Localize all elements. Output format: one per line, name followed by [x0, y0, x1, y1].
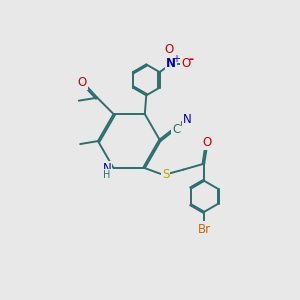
- Text: C: C: [172, 123, 180, 136]
- Text: O: O: [164, 43, 173, 56]
- Text: +: +: [172, 54, 180, 64]
- Text: N: N: [166, 57, 176, 70]
- Text: N: N: [183, 113, 191, 127]
- Text: S: S: [162, 168, 169, 181]
- Text: -: -: [189, 53, 194, 66]
- Text: O: O: [202, 136, 212, 149]
- Text: N: N: [103, 162, 111, 175]
- Text: H: H: [103, 169, 111, 180]
- Text: Br: Br: [198, 223, 211, 236]
- Text: O: O: [78, 76, 87, 89]
- Text: O: O: [181, 57, 190, 70]
